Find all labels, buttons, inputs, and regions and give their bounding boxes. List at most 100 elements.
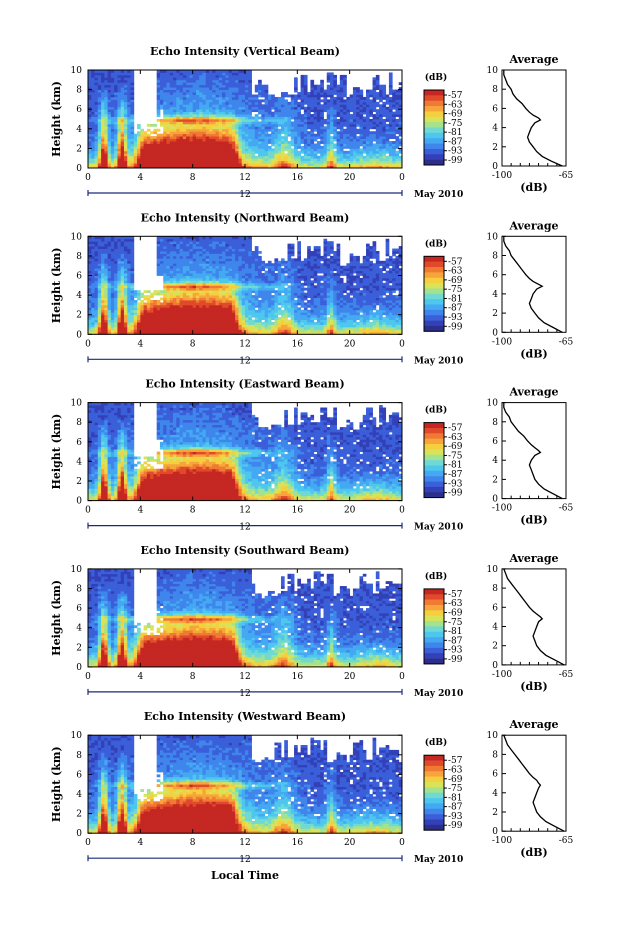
heatmap-cell [359, 116, 364, 120]
heatmap-cell [97, 277, 102, 281]
heatmap-cell [343, 143, 347, 147]
heatmap-cell [326, 123, 331, 127]
heatmap-cell [323, 101, 328, 105]
heatmap-cell [320, 163, 324, 166]
heatmap-cell [235, 104, 239, 108]
heatmap-cell [205, 158, 210, 162]
heatmap-cell [127, 322, 131, 325]
heatmap-cell [307, 131, 311, 135]
heatmap-cell [153, 158, 158, 162]
heatmap-cell [143, 148, 148, 152]
heatmap-cell [91, 263, 95, 267]
heatmap-cell [189, 121, 194, 125]
heatmap-cell [94, 119, 99, 122]
heatmap-cell [94, 101, 99, 105]
heatmap-cell [150, 153, 154, 157]
heatmap-cell [225, 287, 230, 291]
heatmap-cell [202, 251, 207, 254]
heatmap-cell [88, 268, 92, 271]
profile-y-tick-label: 2 [492, 143, 498, 153]
heatmap-cell [88, 72, 92, 76]
heatmap-cell [195, 101, 200, 105]
heatmap-cell [117, 126, 122, 130]
heatmap-cell [320, 114, 324, 117]
heatmap-cell [205, 304, 210, 308]
heatmap-cell [150, 143, 154, 147]
heatmap-cell [235, 72, 239, 76]
heatmap-cell [303, 116, 308, 120]
heatmap-cell [143, 307, 148, 311]
heatmap-cell [379, 153, 383, 157]
heatmap-cell [123, 324, 128, 328]
heatmap-cell [156, 248, 161, 252]
heatmap-cell [199, 99, 203, 103]
heatmap-cell [343, 136, 347, 139]
heatmap-cell [379, 106, 383, 110]
heatmap-cell [225, 150, 230, 154]
heatmap-cell [182, 319, 187, 323]
heatmap-cell [205, 331, 210, 335]
heatmap-cell [146, 326, 151, 330]
heatmap-cell [169, 287, 174, 291]
heatmap-cell [209, 280, 213, 284]
heatmap-cell [356, 87, 360, 90]
heatmap-cell [146, 302, 151, 306]
heatmap-cell [173, 295, 177, 298]
heatmap-cell [313, 101, 318, 105]
heatmap-cell [150, 155, 154, 159]
heatmap-cell [218, 277, 223, 281]
heatmap-cell [297, 104, 301, 108]
heatmap-cell [205, 248, 210, 252]
heatmap-cell [101, 96, 105, 100]
heatmap-cell [290, 128, 295, 132]
heatmap-cell [123, 72, 128, 76]
heatmap-cell [352, 148, 357, 152]
heatmap-cell [91, 270, 95, 274]
heatmap-cell [101, 158, 105, 162]
heatmap-cell [159, 77, 164, 81]
x-tick-label: 16 [292, 173, 304, 183]
heatmap-cell [91, 324, 95, 328]
heatmap-cell [251, 131, 256, 135]
heatmap-cell [179, 99, 184, 103]
heatmap-cell [127, 136, 131, 139]
heatmap-cell [209, 292, 213, 296]
heatmap-cell [228, 106, 233, 110]
heatmap-cell [88, 324, 92, 328]
heatmap-cell [123, 153, 128, 157]
heatmap-cell [231, 307, 236, 311]
heatmap-cell [88, 277, 92, 281]
heatmap-cell [218, 119, 223, 122]
heatmap-cell [310, 94, 315, 98]
heatmap-cell [248, 70, 252, 73]
heatmap-cell [343, 153, 347, 157]
heatmap-cell [330, 155, 334, 159]
heatmap-cell [277, 111, 282, 115]
heatmap-cell [186, 109, 190, 113]
heatmap-cell [225, 282, 230, 286]
heatmap-cell [163, 265, 167, 269]
heatmap-cell [326, 89, 331, 93]
heatmap-cell [97, 292, 102, 296]
heatmap-cell [146, 133, 151, 137]
heatmap-cell [366, 101, 370, 105]
heatmap-cell [195, 241, 200, 245]
heatmap-cell [104, 155, 109, 159]
heatmap-cell [94, 111, 99, 115]
heatmap-cell [107, 331, 112, 335]
heatmap-cell [182, 77, 187, 81]
heatmap-cell [274, 131, 279, 135]
heatmap-cell [97, 236, 102, 240]
heatmap-cell [333, 87, 337, 90]
heatmap-cell [101, 317, 105, 320]
heatmap-cell [284, 163, 288, 166]
heatmap-cell [352, 116, 357, 120]
heatmap-cell [316, 148, 321, 152]
heatmap-cell [101, 84, 105, 88]
heatmap-cell [287, 141, 292, 144]
heatmap-cell [186, 275, 190, 279]
heatmap-cell [97, 82, 102, 86]
heatmap-cell [159, 241, 164, 245]
heatmap-cell [274, 136, 279, 139]
heatmap-cell [176, 253, 180, 257]
